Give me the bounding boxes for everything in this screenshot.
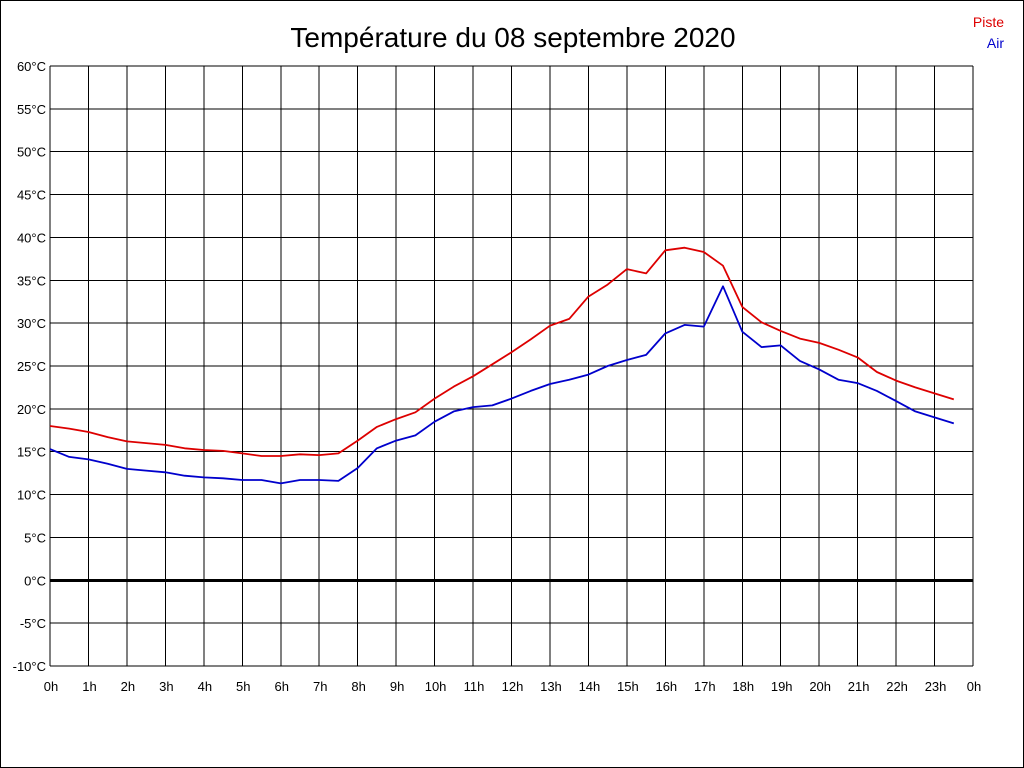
- series-lines: [49, 246, 955, 485]
- y-tick-label: -10°C: [13, 659, 46, 674]
- x-tick-label: 23h: [925, 679, 947, 694]
- y-tick-label: 45°C: [17, 188, 46, 203]
- x-axis-ticks: 0h 1h 2h 3h 4h 5h 6h 7h 8h 9h 10h 11h 12h 13h 14h 15h 16…: [44, 679, 981, 694]
- x-tick-label: 22h: [886, 679, 908, 694]
- x-tick-label: 10h: [425, 679, 447, 694]
- x-tick-label: 21h: [848, 679, 870, 694]
- x-tick-label: 11h: [464, 679, 485, 694]
- series-line-air: [49, 285, 955, 485]
- x-tick-label: 17h: [694, 679, 716, 694]
- x-tick-label: 19h: [771, 679, 793, 694]
- grid: [49, 65, 974, 667]
- x-tick-label: 12h: [502, 679, 524, 694]
- x-tick-label: 16h: [655, 679, 677, 694]
- x-tick-label: 4h: [198, 679, 212, 694]
- y-tick-label: 40°C: [17, 230, 46, 245]
- x-tick-label: 5h: [236, 679, 250, 694]
- y-tick-label: 55°C: [17, 102, 46, 117]
- x-tick-label: 8h: [351, 679, 365, 694]
- y-tick-label: -5°C: [20, 616, 46, 631]
- y-axis-ticks: 60°C 55°C 50°C 45°C 40°C 35°C 30°C 25°C 20°C 15°C…: [13, 59, 46, 674]
- y-tick-label: 5°C: [24, 530, 46, 545]
- x-tick-label: 3h: [159, 679, 173, 694]
- x-tick-label: 18h: [732, 679, 754, 694]
- legend-entry: Piste: [973, 14, 1004, 30]
- x-tick-label: 15h: [617, 679, 639, 694]
- y-tick-label: 25°C: [17, 359, 46, 374]
- x-tick-label: 7h: [313, 679, 327, 694]
- y-tick-label: 30°C: [17, 316, 46, 331]
- x-tick-label: 0h: [967, 679, 981, 694]
- x-tick-label: 2h: [121, 679, 135, 694]
- x-tick-label: 0h: [44, 679, 58, 694]
- chart-title: Température du 08 septembre 2020: [290, 22, 735, 53]
- y-tick-label: 20°C: [17, 402, 46, 417]
- legend: Piste Air: [973, 14, 1004, 51]
- legend-entry: Air: [987, 35, 1004, 51]
- x-tick-label: 13h: [540, 679, 562, 694]
- y-tick-label: 50°C: [17, 145, 46, 160]
- x-tick-label: 1h: [82, 679, 96, 694]
- y-tick-label: 60°C: [17, 59, 46, 74]
- y-tick-label: 15°C: [17, 445, 46, 460]
- y-tick-label: 35°C: [17, 273, 46, 288]
- y-tick-label: 10°C: [17, 488, 46, 503]
- x-tick-label: 20h: [809, 679, 831, 694]
- y-tick-label: 0°C: [24, 573, 46, 588]
- x-tick-label: 9h: [390, 679, 404, 694]
- x-tick-label: 6h: [275, 679, 289, 694]
- x-tick-label: 14h: [579, 679, 601, 694]
- series-line-piste: [49, 246, 955, 457]
